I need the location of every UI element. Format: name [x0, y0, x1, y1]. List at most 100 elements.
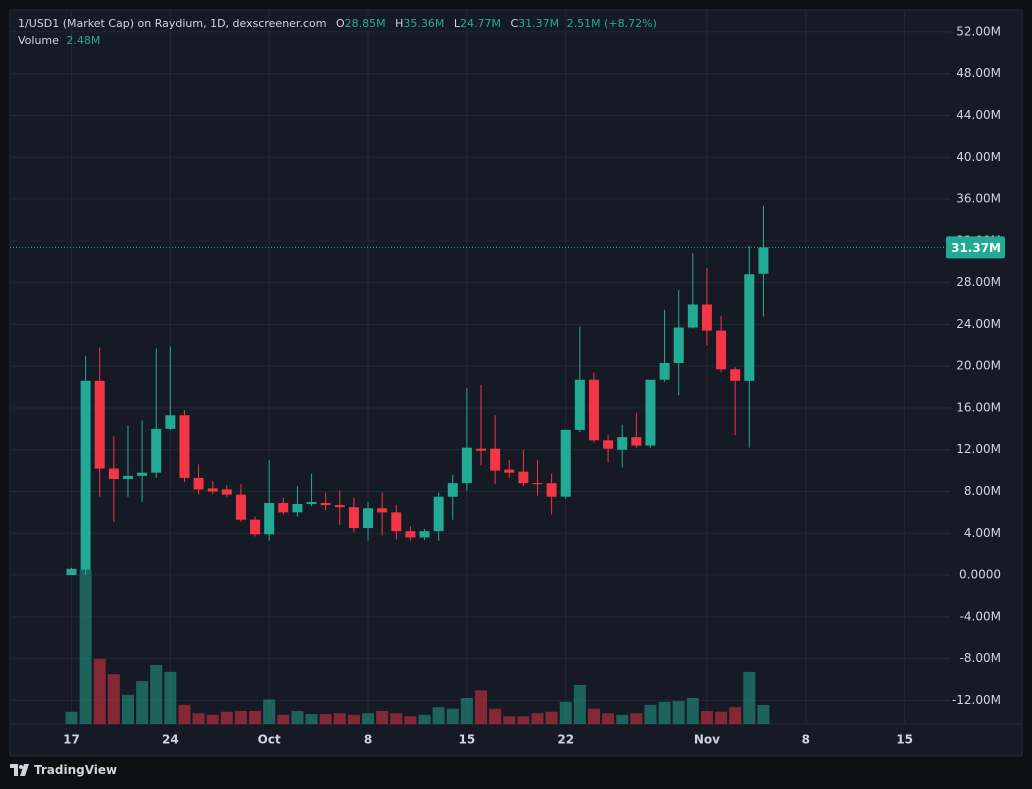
volume-bar	[319, 714, 332, 724]
volume-bar	[263, 699, 276, 724]
y-tick-label: 8.00M	[964, 484, 1001, 498]
candles	[66, 205, 769, 576]
candle-body	[504, 469, 515, 473]
volume-bar	[277, 714, 290, 724]
volume-bar	[164, 671, 177, 724]
volume-bar	[65, 711, 78, 724]
volume-bar	[658, 701, 671, 724]
volume-bar	[136, 681, 149, 724]
volume-bar	[729, 707, 742, 724]
last-price-label: 31.37M	[951, 241, 1001, 255]
volume-bar	[432, 707, 445, 724]
x-tick-label: 8	[364, 733, 372, 747]
candle-body	[363, 508, 374, 529]
volume-bar	[376, 710, 389, 724]
candle-body	[574, 379, 585, 430]
candle-body	[744, 274, 755, 381]
volume-bar	[347, 714, 360, 724]
y-tick-label: 16.00M	[956, 400, 1001, 414]
candle-body	[659, 363, 670, 380]
legend-value: 28.85M	[344, 17, 386, 30]
volume-bar	[715, 711, 728, 724]
volume-bar	[404, 716, 417, 724]
volume-bar	[616, 714, 629, 724]
candle-body	[546, 483, 557, 497]
branding[interactable]: TradingView	[10, 763, 117, 777]
y-tick-label: 20.00M	[956, 359, 1001, 373]
candle-body	[701, 304, 712, 331]
y-tick-label: 24.00M	[956, 317, 1001, 331]
candle-body	[588, 379, 599, 441]
candle-body	[264, 502, 275, 535]
candle-body	[673, 327, 684, 364]
candle-body	[476, 448, 486, 451]
legend-change: 2.51M (+8.72%)	[566, 17, 657, 30]
candle-body	[631, 437, 642, 446]
candle-body	[193, 477, 204, 490]
volume-bar	[390, 713, 403, 724]
volume-bar	[305, 714, 318, 724]
candle-body	[165, 415, 176, 429]
volume-bar	[545, 711, 558, 724]
y-tick-label: -12.00M	[952, 693, 1001, 707]
x-tick-label: 15	[459, 733, 476, 747]
y-tick-label: 4.00M	[964, 526, 1001, 540]
volume-bar	[672, 701, 685, 724]
legend-value: 24.77M	[460, 17, 501, 30]
candle-body	[306, 501, 317, 505]
candle-body	[94, 380, 105, 469]
volume-bar	[206, 714, 219, 724]
candle-body	[433, 496, 444, 532]
candle-body	[687, 304, 698, 328]
x-tick-label: 22	[557, 733, 574, 747]
brand-name: TradingView	[34, 763, 118, 777]
legend-row: Volume 2.48M	[18, 32, 657, 49]
candle-body	[758, 247, 769, 274]
last-price-box	[946, 236, 1005, 259]
candle-body	[221, 489, 232, 495]
volume-bar	[630, 713, 643, 724]
candle-body	[391, 512, 402, 532]
volume-bar	[178, 704, 191, 724]
legend-key: H	[395, 17, 404, 30]
volume-bar	[291, 710, 304, 724]
volume-bar	[446, 708, 459, 724]
legend: 1/USD1 (Market Cap) on Raydium, 1D, dexs…	[18, 15, 657, 49]
y-tick-label: 36.00M	[956, 192, 1001, 206]
volume-bar	[192, 713, 205, 724]
legend-key: L	[453, 17, 460, 30]
volume-bar	[220, 711, 233, 724]
volume-bar	[93, 658, 106, 724]
volume-bar	[757, 704, 770, 724]
y-tick-label: -8.00M	[960, 651, 1001, 665]
candle-body	[419, 531, 430, 538]
legend-key: O	[335, 17, 345, 30]
volume-bar	[573, 684, 586, 724]
candle-body	[179, 415, 190, 478]
candle-body	[377, 508, 388, 513]
legend-value: 35.36M	[403, 17, 445, 30]
candle-body	[461, 447, 472, 484]
x-tick-label: Oct	[258, 733, 281, 747]
x-tick-label: Nov	[694, 733, 720, 747]
x-tick-label: 8	[802, 733, 810, 747]
volume-bar	[587, 708, 600, 724]
volume-name: Volume	[18, 34, 59, 47]
volume-bar	[743, 671, 756, 724]
volume-bar	[531, 713, 544, 724]
candle-body	[560, 429, 571, 497]
candle-body	[348, 507, 359, 529]
y-tick-label: 48.00M	[956, 66, 1001, 80]
volume-bar	[602, 713, 615, 724]
candle-body	[278, 502, 289, 513]
x-tick-label: 24	[162, 733, 179, 747]
candle-body	[235, 494, 246, 520]
volume-value: 2.48M	[66, 34, 101, 47]
legend-key: C	[510, 17, 519, 30]
candle-body	[532, 483, 543, 485]
y-tick-label: 0.0000	[959, 568, 1001, 582]
volume-bar	[333, 713, 346, 724]
x-tick-label: 15	[896, 733, 913, 747]
